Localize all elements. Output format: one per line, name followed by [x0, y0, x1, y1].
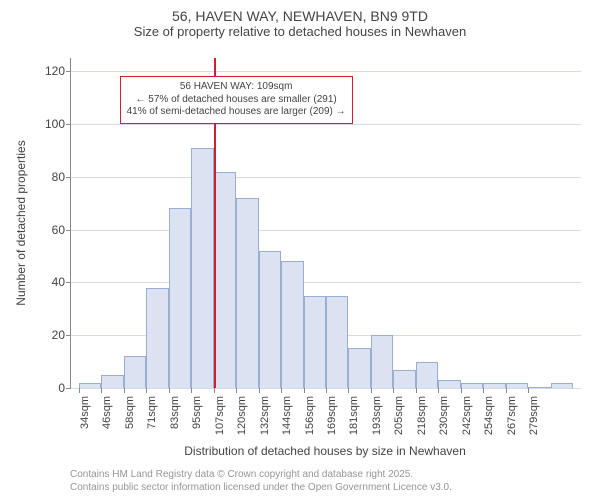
histogram-bar [416, 362, 438, 388]
x-tick-label: 95sqm [191, 396, 203, 429]
x-tick-label: 230sqm [438, 396, 450, 435]
annotation-line: 56 HAVEN WAY: 109sqm [127, 81, 346, 94]
plot-area: 02040608010012034sqm46sqm58sqm71sqm83sqm… [70, 58, 581, 389]
histogram-bar [506, 383, 528, 388]
x-tick-label: 254sqm [483, 396, 495, 435]
x-tick-label: 46sqm [101, 396, 113, 429]
x-tick [281, 388, 282, 393]
chart-frame: 56, HAVEN WAY, NEWHAVEN, BN9 9TD Size of… [0, 0, 600, 500]
x-tick [101, 388, 102, 393]
annotation-line: 41% of semi-detached houses are larger (… [127, 106, 346, 119]
x-tick [483, 388, 484, 393]
x-tick [124, 388, 125, 393]
histogram-bar [101, 375, 123, 388]
gridline [71, 282, 581, 283]
y-tick-label: 20 [52, 328, 71, 342]
x-tick-label: 267sqm [506, 396, 518, 435]
histogram-bar [191, 148, 213, 388]
x-tick-label: 58sqm [124, 396, 136, 429]
x-tick-label: 107sqm [214, 396, 226, 435]
y-tick-label: 0 [58, 381, 71, 395]
x-tick-label: 156sqm [304, 396, 316, 435]
x-tick [393, 388, 394, 393]
chart-subtitle: Size of property relative to detached ho… [0, 24, 600, 39]
gridline [71, 177, 581, 178]
x-tick [79, 388, 80, 393]
y-axis-label: Number of detached properties [14, 140, 28, 305]
histogram-bar [438, 380, 460, 388]
x-tick [191, 388, 192, 393]
x-tick-label: 144sqm [281, 396, 293, 435]
x-tick [461, 388, 462, 393]
histogram-bar [214, 172, 236, 388]
y-tick-label: 80 [52, 170, 71, 184]
histogram-bar [169, 208, 191, 388]
x-tick-label: 205sqm [393, 396, 405, 435]
x-tick [214, 388, 215, 393]
annotation-box: 56 HAVEN WAY: 109sqm← 57% of detached ho… [120, 76, 353, 124]
x-axis-label: Distribution of detached houses by size … [184, 444, 466, 458]
y-tick-label: 100 [45, 117, 71, 131]
chart-title: 56, HAVEN WAY, NEWHAVEN, BN9 9TD [0, 8, 600, 24]
histogram-bar [461, 383, 483, 388]
x-tick-label: 34sqm [79, 396, 91, 429]
y-tick-label: 60 [52, 223, 71, 237]
y-tick-label: 40 [52, 275, 71, 289]
gridline [71, 124, 581, 125]
x-tick-label: 218sqm [416, 396, 428, 435]
x-tick-label: 169sqm [326, 396, 338, 435]
x-tick-label: 120sqm [236, 396, 248, 435]
histogram-bar [528, 387, 550, 388]
x-tick [259, 388, 260, 393]
x-tick [416, 388, 417, 393]
x-tick [438, 388, 439, 393]
x-tick [326, 388, 327, 393]
y-tick-label: 120 [45, 64, 71, 78]
histogram-bar [236, 198, 258, 388]
annotation-line: ← 57% of detached houses are smaller (29… [127, 94, 346, 107]
credit-line: Contains public sector information licen… [70, 482, 452, 495]
histogram-bar [259, 251, 281, 388]
x-tick-label: 242sqm [461, 396, 473, 435]
histogram-bar [146, 288, 168, 388]
gridline [71, 230, 581, 231]
title-block: 56, HAVEN WAY, NEWHAVEN, BN9 9TD Size of… [0, 8, 600, 39]
x-tick-label: 193sqm [371, 396, 383, 435]
x-tick [348, 388, 349, 393]
x-tick-label: 71sqm [146, 396, 158, 429]
x-tick [304, 388, 305, 393]
x-tick-label: 132sqm [259, 396, 271, 435]
histogram-bar [124, 356, 146, 388]
x-tick [236, 388, 237, 393]
x-tick [506, 388, 507, 393]
histogram-bar [304, 296, 326, 388]
x-tick [528, 388, 529, 393]
x-tick [371, 388, 372, 393]
histogram-bar [79, 383, 101, 388]
histogram-bar [326, 296, 348, 388]
gridline [71, 71, 581, 72]
x-tick-label: 279sqm [528, 396, 540, 435]
histogram-bar [281, 261, 303, 388]
x-tick [146, 388, 147, 393]
histogram-bar [483, 383, 505, 388]
credit-line: Contains HM Land Registry data © Crown c… [70, 469, 452, 482]
histogram-bar [393, 370, 415, 388]
x-tick [169, 388, 170, 393]
x-tick-label: 83sqm [169, 396, 181, 429]
credits: Contains HM Land Registry data © Crown c… [70, 469, 452, 494]
histogram-bar [551, 383, 573, 388]
histogram-bar [348, 348, 370, 388]
histogram-bar [371, 335, 393, 388]
x-tick-label: 181sqm [348, 396, 360, 435]
